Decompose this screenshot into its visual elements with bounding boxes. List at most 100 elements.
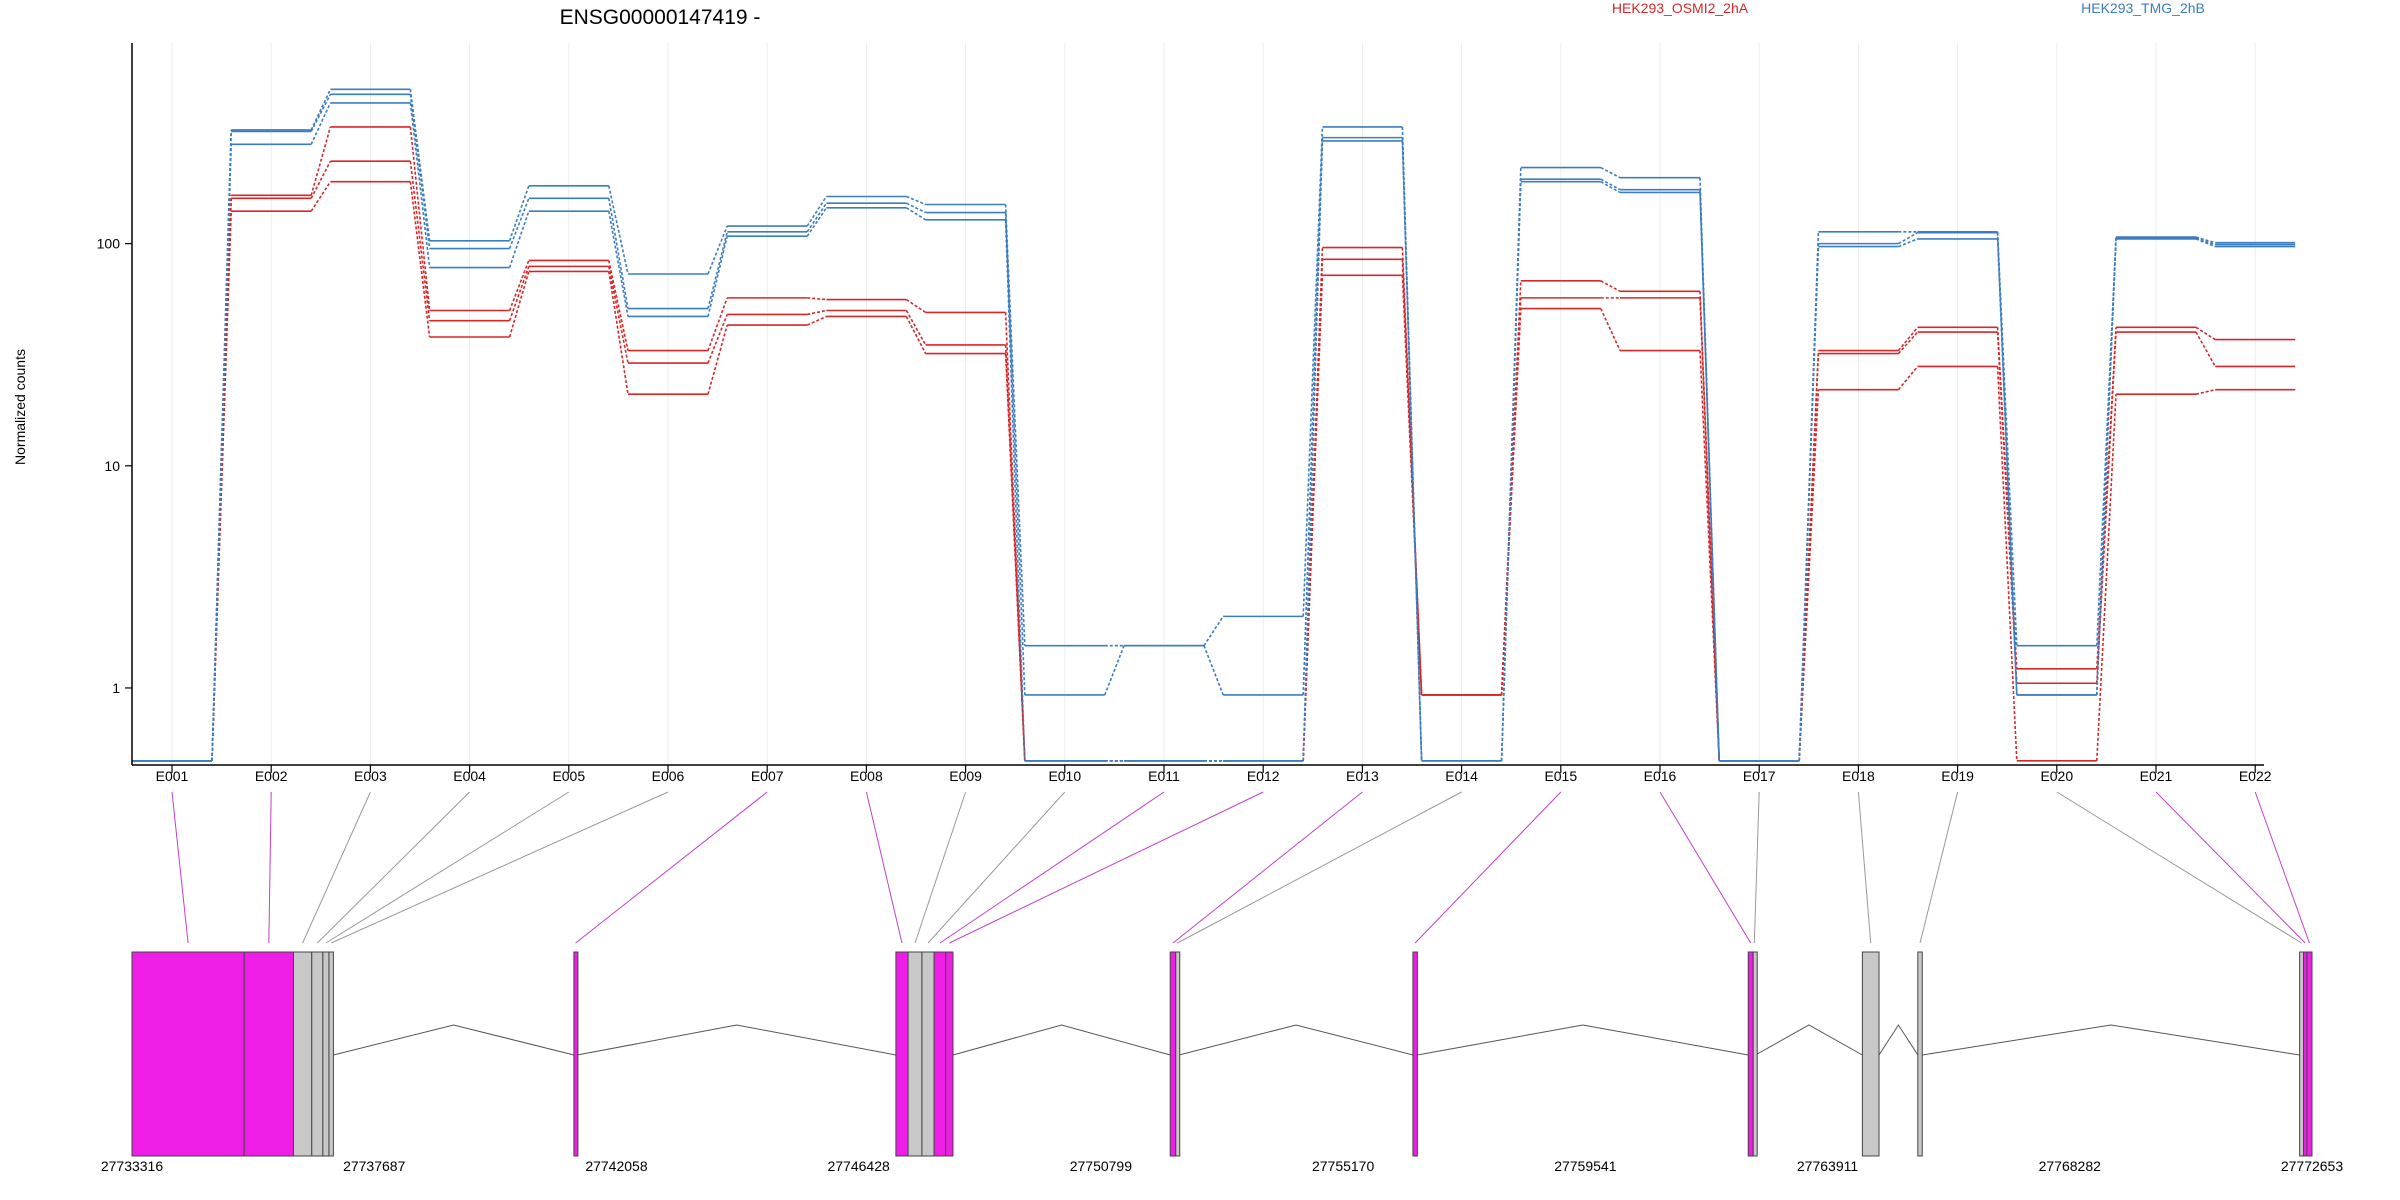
y-tick-label-100: 100	[97, 236, 121, 252]
y-axis-ticks: 1 10 100	[97, 236, 132, 696]
series-3-link-2	[310, 126, 332, 196]
series-4-link-5	[608, 211, 629, 317]
exon-block-e011	[933, 951, 947, 1157]
coord-label-4: 27746428	[827, 1158, 890, 1174]
series-3-link-15	[1600, 280, 1621, 293]
exon-block-e012	[945, 951, 954, 1157]
intron-2	[577, 1024, 896, 1056]
x-tick-label-e019: E019	[1941, 768, 1974, 784]
series-1-link-8	[905, 316, 927, 354]
connector-e003	[302, 791, 371, 944]
series-3-link-7	[807, 297, 827, 301]
series-6-link-7	[806, 196, 828, 227]
series-6-link-9	[1004, 204, 1026, 646]
connector-e004	[316, 791, 470, 944]
series-5-link-5	[608, 198, 629, 309]
chart-title: ENSG00000147419 -	[560, 6, 761, 29]
exon-block-e004	[311, 951, 324, 1157]
exon-block-e002	[243, 951, 294, 1157]
x-tick-label-e020: E020	[2040, 768, 2073, 784]
series-3-link-4	[508, 260, 530, 311]
connector-e020	[2056, 791, 2302, 944]
series-6-link-3	[409, 89, 431, 241]
series-6-link-17	[1798, 231, 1820, 761]
y-axis-label: Normalized counts	[12, 349, 28, 465]
series-2-link-7	[807, 309, 827, 316]
series-1-link-7	[806, 315, 827, 326]
series-2-link-2	[310, 160, 332, 199]
connector-e012	[949, 791, 1264, 944]
exon-connectors	[171, 791, 2310, 944]
x-tick-label-e005: E005	[552, 768, 585, 784]
genomic-coordinate-axis: 27733316 27737687 27742058 27746428 27750799…	[101, 1158, 2344, 1174]
series-5-link-20	[2096, 237, 2117, 646]
connector-e005	[325, 791, 570, 944]
series-3-link-20	[2096, 327, 2117, 669]
series-6-link-20	[2096, 237, 2117, 695]
x-tick-label-e010: E010	[1048, 768, 1081, 784]
exon-block-e022	[2306, 951, 2313, 1157]
series-5-link-8	[906, 202, 926, 214]
series-5-link-4	[508, 197, 530, 249]
connector-e006	[330, 791, 669, 944]
series-5-link-10	[1104, 645, 1125, 696]
series-6-link-1	[211, 129, 232, 761]
series-4-link-21	[2195, 238, 2216, 248]
series-6-link-15	[1600, 166, 1621, 179]
series-4-link-2	[310, 102, 332, 145]
series-2-link-4	[508, 266, 530, 321]
intron-lines	[333, 1024, 2300, 1056]
intron-4	[1178, 1024, 1414, 1056]
connector-e013	[1172, 791, 1363, 944]
x-axis-ticks: E001 E002 E003 E004 E005 E006 E007 E008 E009 E010…	[156, 765, 2272, 784]
connector-e007	[575, 791, 768, 944]
x-tick-label-e015: E015	[1544, 768, 1577, 784]
coord-label-2: 27737687	[343, 1158, 406, 1174]
exon-block-e009	[907, 951, 923, 1157]
intron-1	[333, 1024, 575, 1056]
x-tick-label-e008: E008	[850, 768, 883, 784]
series-1-link-18	[1897, 365, 1919, 391]
exon-block-e019	[1917, 951, 1923, 1157]
series-4-link-3	[409, 102, 431, 268]
series-1-link-3	[409, 181, 431, 338]
exon-block-e006	[328, 951, 334, 1157]
intron-6	[1755, 1024, 1863, 1056]
connector-e011	[939, 791, 1165, 944]
y-tick-label-10: 10	[104, 458, 120, 474]
x-tick-label-e017: E017	[1743, 768, 1776, 784]
series-6-link-19	[1996, 231, 2018, 695]
exon-block-e018	[1861, 951, 1880, 1157]
exon-block-e013	[1169, 951, 1177, 1157]
legend-label-group-2: HEK293_TMG_2hB	[2081, 0, 2205, 16]
exon-block-e007	[573, 951, 579, 1157]
coord-label-7: 27759541	[1554, 1158, 1617, 1174]
series-6-link-2	[310, 88, 332, 131]
x-tick-label-e004: E004	[453, 768, 486, 784]
series-6-link-13	[1401, 126, 1423, 761]
intron-7	[1878, 1024, 1919, 1056]
series-6-link-12	[1302, 126, 1324, 617]
exon-block-e015	[1412, 951, 1418, 1157]
series-1-link-5	[608, 271, 629, 395]
x-tick-label-e016: E016	[1644, 768, 1677, 784]
exon-block-e003	[292, 951, 313, 1157]
connector-e015	[1414, 791, 1562, 944]
series-6-link-16	[1699, 177, 1720, 761]
series-1-link-15	[1600, 308, 1621, 351]
coord-label-6: 27755170	[1312, 1158, 1375, 1174]
series-6-link-6	[707, 225, 728, 275]
x-tick-label-e013: E013	[1346, 768, 1379, 784]
coord-label-5: 27750799	[1070, 1158, 1133, 1174]
series-3-link-5	[608, 260, 629, 351]
series-2-link-13	[1401, 259, 1423, 695]
series-6-link-8	[906, 195, 926, 206]
x-tick-label-e022: E022	[2239, 768, 2272, 784]
connector-e022	[2254, 791, 2310, 944]
x-tick-label-e012: E012	[1247, 768, 1280, 784]
connector-e019	[1919, 791, 1959, 944]
series-4-link-8	[905, 207, 927, 221]
series-1-link-2	[310, 181, 332, 212]
x-tick-label-e011: E011	[1148, 768, 1180, 784]
